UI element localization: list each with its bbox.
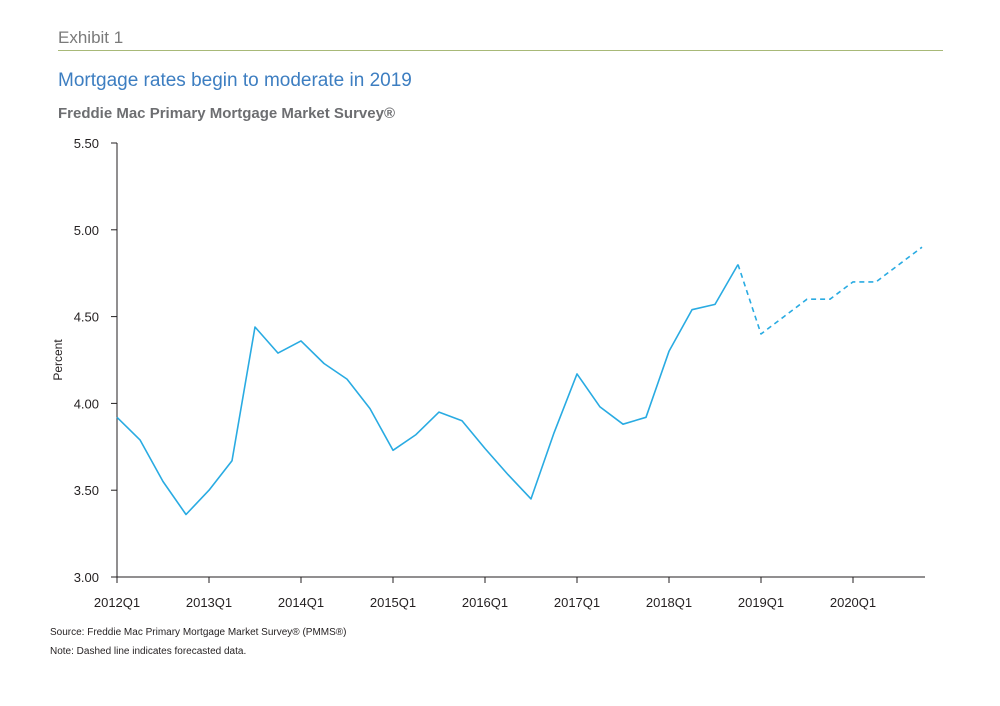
forecast-series-line [737,246,923,335]
chart-title: Mortgage rates begin to moderate in 2019 [58,70,412,91]
x-tick-label: 2019Q1 [738,595,784,610]
y-tick-label: 4.50 [74,310,99,325]
series-layer [116,246,923,516]
chart-subtitle: Freddie Mac Primary Mortgage Market Surv… [58,105,396,122]
y-tick-label: 5.50 [74,136,99,151]
x-tick-label: 2012Q1 [94,595,140,610]
y-axis-title: Percent [51,339,65,381]
exhibit-label: Exhibit 1 [58,28,124,47]
y-tick-label: 3.00 [74,570,99,585]
y-axis: 3.00 3.50 4.00 4.50 5.00 5.50 [74,136,118,585]
historical-series-line [116,264,739,516]
y-tick-label: 4.00 [74,396,99,411]
y-tick-label: 3.50 [74,483,99,498]
header-divider [58,50,943,51]
x-tick-label: 2020Q1 [830,595,876,610]
x-tick-label: 2014Q1 [278,595,324,610]
x-tick-label: 2015Q1 [370,595,416,610]
x-tick-label: 2017Q1 [554,595,600,610]
x-tick-label: 2016Q1 [462,595,508,610]
source-note: Source: Freddie Mac Primary Mortgage Mar… [50,627,347,638]
forecast-note: Note: Dashed line indicates forecasted d… [50,646,247,657]
x-tick-label: 2018Q1 [646,595,692,610]
x-tick-label: 2013Q1 [186,595,232,610]
x-axis: 2012Q1 2013Q1 2014Q1 2015Q1 2016Q1 2017Q1 2018… [94,576,925,610]
y-tick-label: 5.00 [74,223,99,238]
